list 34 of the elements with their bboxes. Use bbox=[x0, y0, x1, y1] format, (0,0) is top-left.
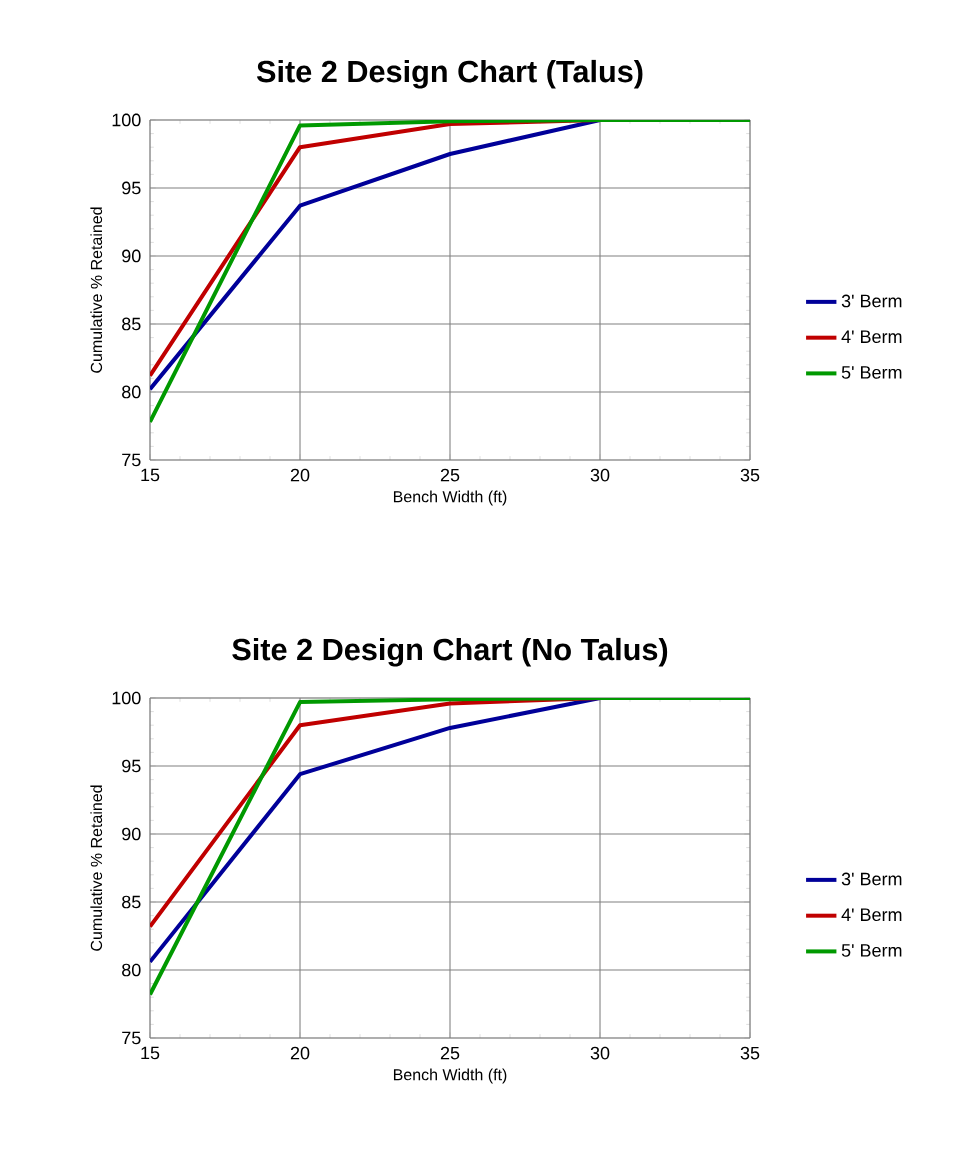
x-tick-label: 15 bbox=[141, 1046, 160, 1060]
x-tick-label: 30 bbox=[590, 468, 610, 482]
y-axis-title: Cumulative % Retained bbox=[90, 785, 103, 951]
y-tick-label: 75 bbox=[122, 453, 141, 467]
y-tick-label: 95 bbox=[122, 759, 141, 773]
y-tick-label: 100 bbox=[112, 691, 141, 705]
x-tick-label: 20 bbox=[290, 1046, 310, 1060]
x-axis-title: Bench Width (ft) bbox=[393, 490, 507, 506]
y-tick-label: 100 bbox=[112, 113, 141, 127]
x-tick-label: 35 bbox=[740, 468, 760, 482]
x-tick-label: 30 bbox=[590, 1046, 610, 1060]
x-axis-title: Bench Width (ft) bbox=[393, 1068, 507, 1084]
x-tick-label: 35 bbox=[740, 1046, 760, 1060]
y-tick-label: 85 bbox=[122, 895, 141, 909]
y-axis-title: Cumulative % Retained bbox=[90, 207, 103, 373]
legend-label: 5' Berm bbox=[841, 366, 902, 379]
legend-label: 4' Berm bbox=[841, 908, 902, 922]
legend-label: 3' Berm bbox=[841, 294, 902, 308]
y-tick-label: 85 bbox=[122, 317, 141, 331]
x-tick-label: 25 bbox=[440, 468, 460, 482]
x-tick-label: 25 bbox=[440, 1046, 460, 1060]
y-tick-label: 90 bbox=[122, 249, 141, 263]
y-tick-label: 75 bbox=[122, 1031, 141, 1045]
y-tick-label: 80 bbox=[122, 963, 141, 977]
x-tick-label: 20 bbox=[290, 468, 310, 482]
y-tick-label: 90 bbox=[122, 827, 141, 841]
chart-title: Site 2 Design Chart (Talus) bbox=[256, 59, 643, 89]
chart-title: Site 2 Design Chart (No Talus) bbox=[232, 637, 668, 667]
legend-label: 5' Berm bbox=[841, 944, 902, 957]
legend-label: 3' Berm bbox=[841, 872, 902, 886]
y-tick-label: 80 bbox=[122, 385, 141, 399]
y-tick-label: 95 bbox=[122, 181, 141, 195]
x-tick-label: 15 bbox=[141, 468, 160, 482]
legend-label: 4' Berm bbox=[841, 330, 902, 344]
